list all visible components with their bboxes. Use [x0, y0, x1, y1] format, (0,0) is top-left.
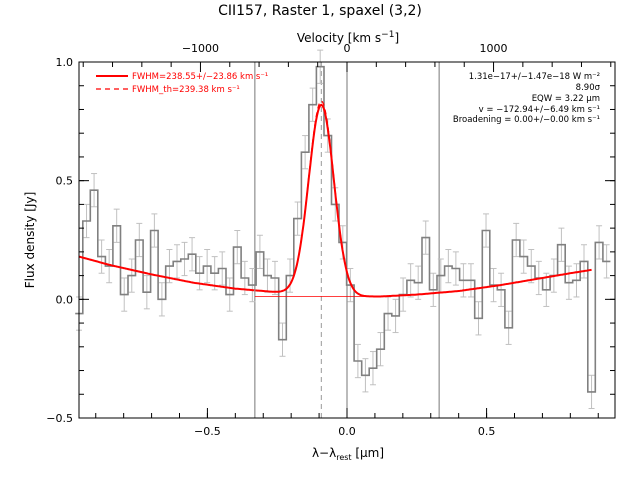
y-tick-label: 0.5	[56, 175, 74, 188]
x-tick-label: 0.0	[338, 425, 356, 438]
spectrum-line	[75, 65, 611, 393]
chart-title: CII157, Raster 1, spaxel (3,2)	[218, 3, 422, 19]
legend: FWHM=238.55+/−23.86 km s⁻¹ FWHM_th=239.3…	[96, 72, 268, 95]
y-tick-label: 0.0	[56, 293, 74, 306]
error-bars	[76, 49, 610, 410]
top-tick-label: −1000	[182, 42, 219, 55]
fit-baseline	[78, 255, 255, 292]
top-tick-label: 0	[344, 42, 351, 55]
annotations: 1.31e−17+/−1.47e−18 W m⁻² 8.90σ EQW = 3.…	[453, 72, 601, 125]
annotation-velocity: v = −172.94+/−6.49 km s⁻¹	[479, 105, 600, 115]
x-axis-label: λ−λrest [μm]	[312, 446, 384, 462]
fit-th-line	[255, 100, 380, 298]
y-tick-label: 1.0	[56, 56, 74, 69]
vertical-reference-lines	[254, 62, 440, 418]
ticks: −0.5 0.0 0.5 −0.5 0.0 0.5 1.0 −1000 0 1000	[46, 42, 615, 438]
x-tick-label: 0.5	[478, 425, 496, 438]
legend-fwhm: FWHM=238.55+/−23.86 km s⁻¹	[132, 72, 268, 82]
legend-fwhm-th: FWHM_th=239.38 km s⁻¹	[132, 85, 240, 95]
fit-line	[255, 103, 592, 298]
annotation-flux: 1.31e−17+/−1.47e−18 W m⁻²	[469, 72, 600, 82]
annotation-broadening: Broadening = 0.00+/−0.00 km s⁻¹	[453, 115, 600, 125]
annotation-sigma: 8.90σ	[576, 83, 601, 93]
top-axis-label: Velocity [km s−1]	[297, 30, 399, 45]
spectrum-series	[75, 65, 611, 393]
top-tick-label: 1000	[480, 42, 508, 55]
y-tick-label: −0.5	[46, 412, 73, 425]
y-axis-label: Flux density [Jy]	[23, 192, 37, 289]
fit-series	[78, 100, 592, 298]
annotation-eqw: EQW = 3.22 μm	[532, 94, 600, 104]
x-tick-label: −0.5	[194, 425, 221, 438]
